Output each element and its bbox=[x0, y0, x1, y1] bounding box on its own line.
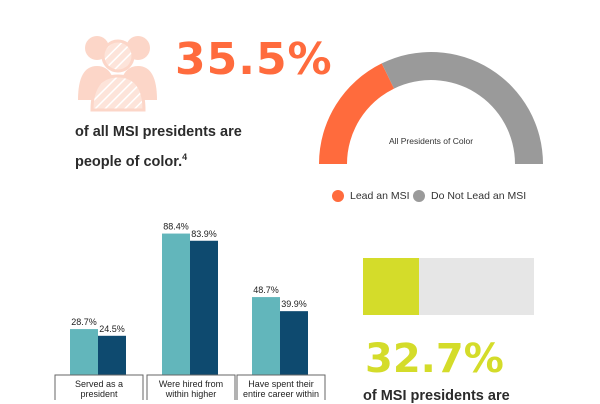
career-path-bar-chart: 28.7%24.5% 88.4%83.9% 48.7%39.9% Served as … bbox=[54, 222, 326, 400]
stat2-line1: of MSI presidents are bbox=[363, 388, 510, 404]
bar-1-1 bbox=[190, 240, 218, 375]
category-box-1 bbox=[146, 374, 236, 400]
gauge-title: All Presidents of Color bbox=[389, 136, 473, 146]
bar-value-label-0-0: 28.7% bbox=[71, 317, 97, 327]
stat2-progress-fill bbox=[363, 258, 419, 315]
bar-value-label-1-0: 88.4% bbox=[163, 222, 189, 232]
stat1-line2-text: people of color. bbox=[75, 153, 183, 170]
legend-item-not-lead: Do Not Lead an MSI bbox=[413, 190, 527, 203]
gauge-slice-not-lead bbox=[381, 52, 543, 165]
category-label-0-0: Served as a bbox=[75, 379, 123, 389]
bar-value-label-2-0: 48.7% bbox=[253, 285, 279, 295]
legend-dot-lead bbox=[332, 190, 344, 203]
bar-value-label-2-1: 39.9% bbox=[281, 299, 307, 309]
category-label-1-1: within higher bbox=[165, 389, 217, 399]
bar-1-0 bbox=[162, 233, 190, 375]
category-label-1-0: Were hired from bbox=[159, 379, 223, 389]
bar-0-0 bbox=[70, 329, 98, 375]
category-label-2-0: Have spent their bbox=[248, 379, 314, 389]
stat1-line1: of all MSI presidents are bbox=[75, 124, 242, 140]
bar-2-0 bbox=[252, 297, 280, 375]
person-center-head bbox=[101, 39, 135, 73]
legend-dot-not-lead bbox=[413, 190, 425, 203]
category-label-0-1: president bbox=[80, 389, 118, 399]
stat1-footnote: 4 bbox=[182, 152, 188, 162]
person-center-body bbox=[90, 74, 146, 112]
stat2-progress-track bbox=[363, 258, 534, 315]
bar-value-label-1-1: 83.9% bbox=[191, 229, 217, 239]
gauge-slice-lead bbox=[319, 63, 395, 164]
category-box-2 bbox=[236, 374, 326, 400]
people-group-icon bbox=[78, 36, 157, 112]
bar-2-1 bbox=[280, 311, 308, 375]
legend-label-not-lead: Do Not Lead an MSI bbox=[431, 190, 527, 203]
stat2-value: 32.7% bbox=[365, 336, 504, 382]
category-box-0 bbox=[54, 374, 144, 400]
category-label-2-1: entire career within bbox=[243, 389, 319, 399]
presidents-of-color-gauge: All Presidents of Color bbox=[319, 52, 543, 165]
bar-value-label-0-1: 24.5% bbox=[99, 324, 125, 334]
bar-0-1 bbox=[98, 335, 126, 375]
stat1-line2: people of color.4 bbox=[75, 152, 187, 170]
legend-label-lead: Lead an MSI bbox=[350, 190, 410, 203]
stat1-value: 35.5% bbox=[175, 34, 333, 85]
legend-item-lead: Lead an MSI bbox=[332, 190, 410, 203]
